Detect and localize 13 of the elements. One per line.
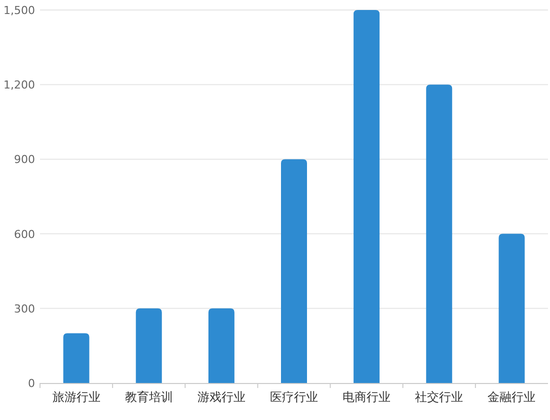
x-tick-label: 金融行业 [488,390,536,404]
y-tick-label: 600 [14,228,35,241]
x-tick-label: 医疗行业 [270,390,318,404]
y-tick-label: 1,500 [4,4,35,17]
x-tick-label: 游戏行业 [197,390,246,404]
y-tick-label: 0 [28,377,35,390]
y-tick-label: 1,200 [4,78,35,92]
x-tick-label: 旅游行业 [52,390,100,404]
x-tick-label: 教育培训 [124,390,173,404]
y-tick-label: 900 [14,153,35,166]
x-tick-label: 电商行业 [342,390,391,404]
y-tick-label: 300 [14,302,35,316]
x-tick-label: 社交行业 [415,390,464,404]
